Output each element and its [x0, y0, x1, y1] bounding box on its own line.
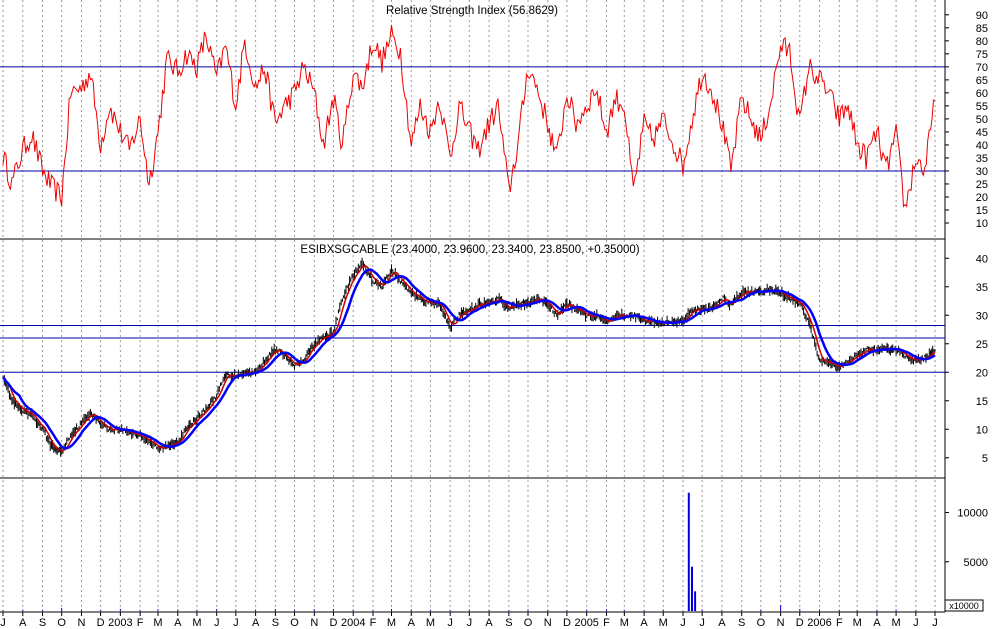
x-tick-label: J	[913, 617, 919, 629]
x-tick-label: J	[233, 617, 239, 629]
y-tick-label: 35	[976, 282, 988, 294]
moving-average-lines	[2, 264, 936, 452]
x-tick-label: M	[892, 617, 901, 629]
x-tick-label: O	[757, 617, 766, 629]
y-tick-label: 70	[976, 62, 988, 74]
price-title: ESIBXSGCABLE (23.4000, 23.9600, 23.3400,…	[300, 244, 639, 256]
price-reference-lines	[0, 325, 945, 373]
y-tick-label: 85	[976, 23, 988, 35]
x-tick-label: N	[310, 617, 318, 629]
x-tick-label: J	[447, 617, 453, 629]
y-tick-label: 50	[976, 114, 988, 126]
panel-separators	[0, 0, 946, 613]
x-tick-label: D	[796, 617, 804, 629]
x-axis: J A S O N D 2003 F M A M J J A S O N D 2004 F M A M J J A S O N D 2005…	[0, 612, 938, 629]
y-tick-label: 25	[976, 179, 988, 191]
y-tick-label: 35	[976, 153, 988, 165]
x-tick-label: A	[408, 617, 416, 629]
x-tick-label: M	[853, 617, 862, 629]
x-tick-label: J	[214, 617, 220, 629]
rsi-reference-lines	[0, 66, 945, 172]
x-tick-label: N	[544, 617, 552, 629]
x-tick-label: J	[467, 617, 473, 629]
x-tick-label: A	[252, 617, 260, 629]
x-tick-label: A	[174, 617, 182, 629]
x-tick-label: D	[329, 617, 337, 629]
x-tick-label: M	[426, 617, 435, 629]
x-tick-label: J	[0, 617, 6, 629]
y-tick-label: 40	[976, 253, 988, 265]
x-tick-label: 2004	[341, 617, 365, 629]
x-tick-label: F	[370, 617, 377, 629]
rsi-series	[2, 24, 936, 208]
x-tick-label: 2006	[807, 617, 831, 629]
x-tick-label: O	[57, 617, 66, 629]
moving-average-slow	[2, 268, 936, 450]
y-tick-label: 30	[976, 310, 988, 322]
x-tick-label: M	[153, 617, 162, 629]
x-tick-label: D	[563, 617, 571, 629]
x-tick-label: M	[659, 617, 668, 629]
y-tick-label: 65	[976, 75, 988, 87]
x-tick-label: N	[777, 617, 785, 629]
volume-bars	[2, 492, 917, 611]
x-tick-label: D	[97, 617, 105, 629]
y-tick-label: 10000	[957, 508, 988, 520]
x-tick-label: J	[932, 617, 938, 629]
y-tick-label: 25	[976, 339, 988, 351]
x-tick-label: 2003	[108, 617, 132, 629]
y-tick-label: 80	[976, 36, 988, 48]
x-tick-label: S	[738, 617, 745, 629]
volume-y-axis: 5000 10000	[945, 508, 988, 569]
rsi-line	[2, 24, 936, 208]
x-tick-label: S	[39, 617, 46, 629]
price-panel: ESIBXSGCABLE (23.4000, 23.9600, 23.3400,…	[0, 244, 988, 465]
y-tick-label: 55	[976, 101, 988, 113]
volume-unit-box	[944, 599, 984, 612]
rsi-title: Relative Strength Index (56.8629)	[386, 5, 558, 17]
x-tick-label: M	[620, 617, 629, 629]
x-tick-label: F	[603, 617, 610, 629]
x-tick-label: M	[192, 617, 201, 629]
volume-panel: 5000 10000 x10000	[2, 492, 988, 612]
vertical-grid	[2, 0, 936, 612]
y-tick-label: 5	[982, 453, 988, 465]
x-tick-label: N	[77, 617, 85, 629]
y-tick-label: 20	[976, 367, 988, 379]
y-tick-label: 60	[976, 88, 988, 100]
y-tick-label: 20	[976, 192, 988, 204]
y-tick-label: 40	[976, 140, 988, 152]
volume-unit-label: x10000	[949, 601, 979, 611]
x-tick-label: J	[680, 617, 686, 629]
y-tick-label: 90	[976, 10, 988, 22]
y-tick-label: 10	[976, 424, 988, 436]
x-tick-label: 2005	[574, 617, 598, 629]
x-tick-label: A	[718, 617, 726, 629]
y-tick-label: 15	[976, 205, 988, 217]
y-tick-label: 45	[976, 127, 988, 139]
x-tick-label: A	[485, 617, 493, 629]
rsi-panel: Relative Strength Index (56.8629) 101520…	[0, 5, 988, 230]
x-tick-label: O	[524, 617, 533, 629]
y-tick-label: 5000	[964, 557, 988, 569]
y-tick-label: 30	[976, 166, 988, 178]
x-tick-label: M	[387, 617, 396, 629]
x-tick-label: F	[137, 617, 144, 629]
y-tick-label: 10	[976, 218, 988, 230]
x-tick-label: O	[290, 617, 299, 629]
x-tick-label: A	[873, 617, 881, 629]
price-y-axis: 5 10 15 20 25 30 35 40	[945, 253, 988, 465]
y-tick-label: 15	[976, 396, 988, 408]
x-tick-label: S	[505, 617, 512, 629]
x-tick-label: F	[836, 617, 843, 629]
x-tick-label: J	[699, 617, 705, 629]
x-tick-label: A	[640, 617, 648, 629]
x-tick-label: A	[19, 617, 27, 629]
x-tick-label: S	[272, 617, 279, 629]
y-tick-label: 75	[976, 49, 988, 61]
